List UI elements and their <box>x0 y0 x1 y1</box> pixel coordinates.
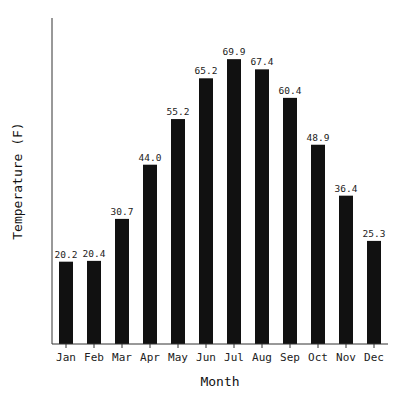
x-tick <box>234 344 235 348</box>
x-tick-label: Jun <box>196 351 216 364</box>
x-tick-label: Aug <box>252 351 272 364</box>
x-tick <box>374 344 375 348</box>
data-label: 65.2 <box>195 65 218 76</box>
x-tick <box>94 344 95 348</box>
bar <box>339 196 353 344</box>
bar <box>255 69 269 344</box>
bars <box>59 59 381 344</box>
data-label: 36.4 <box>335 183 358 194</box>
x-axis-label: Month <box>200 374 239 389</box>
bar <box>283 98 297 344</box>
bar <box>367 241 381 344</box>
y-axis-line <box>52 18 53 344</box>
x-tick-label: Nov <box>336 351 356 364</box>
x-tick-label: May <box>168 351 188 364</box>
x-tick-label: Apr <box>140 351 160 364</box>
data-label: 55.2 <box>167 106 190 117</box>
x-axis-line <box>52 344 388 345</box>
bar <box>227 59 241 344</box>
bar <box>143 165 157 344</box>
x-tick-label: Jul <box>224 351 244 364</box>
data-label: 20.2 <box>55 249 78 260</box>
bar <box>311 145 325 344</box>
bar <box>115 219 129 344</box>
chart: 20.2 20.4 30.7 44.0 55.2 65.2 69.9 67.4 60.4 48.9… <box>0 0 400 400</box>
x-tick <box>206 344 207 348</box>
data-label: 60.4 <box>279 85 302 96</box>
bar <box>87 261 101 344</box>
bar <box>199 78 213 344</box>
x-tick-label: Dec <box>364 351 384 364</box>
x-tick <box>290 344 291 348</box>
x-tick <box>150 344 151 348</box>
x-tick-label: Feb <box>84 351 104 364</box>
bar <box>171 119 185 344</box>
data-label: 30.7 <box>111 206 134 217</box>
x-tick <box>262 344 263 348</box>
x-tick-label: Jan <box>56 351 76 364</box>
x-tick-label: Sep <box>280 351 300 364</box>
y-axis-label: Temperature (F) <box>10 122 25 239</box>
x-tick <box>122 344 123 348</box>
data-label: 25.3 <box>363 228 386 239</box>
bar <box>59 262 73 344</box>
data-label: 20.4 <box>83 248 106 259</box>
x-tick <box>318 344 319 348</box>
x-tick <box>178 344 179 348</box>
x-tick <box>66 344 67 348</box>
data-label: 67.4 <box>251 56 274 67</box>
data-label: 44.0 <box>139 152 162 163</box>
data-label: 48.9 <box>307 132 330 143</box>
x-tick <box>346 344 347 348</box>
x-tick-label: Mar <box>112 351 132 364</box>
x-tick-label: Oct <box>308 351 328 364</box>
data-label: 69.9 <box>223 46 246 57</box>
